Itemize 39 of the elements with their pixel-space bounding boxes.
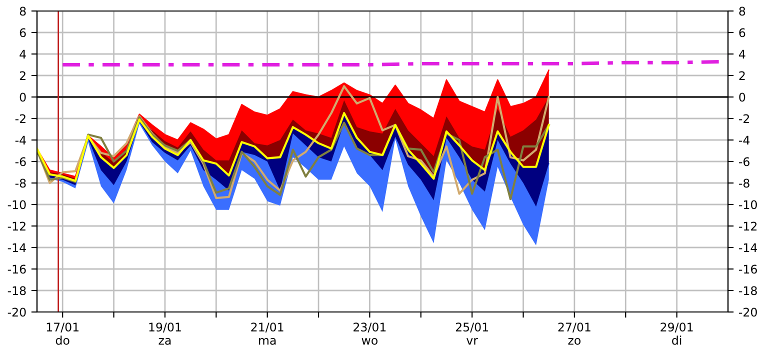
y2-tick-label: -2 [738,114,750,123]
x-tick-label: 27/01 zo [558,322,590,345]
y2-tick-label: 4 [738,50,746,58]
y-tick-label: -2 [15,114,26,123]
y2-tick-label: -8 [738,178,750,188]
y-tick-label: -18 [8,286,26,296]
y-tick-label: 8 [20,6,26,16]
y-tick-label: -6 [15,157,26,166]
y-tick-label: -14 [8,243,26,252]
y-tick-label: 2 [20,71,26,80]
y-tick-label: 4 [20,50,26,58]
y2-tick-label: 0 [739,92,746,102]
y2-tick-label: -4 [738,136,750,144]
y-tick-label: -4 [15,136,26,144]
x-tick-label: 17/01 do [46,322,79,345]
x-tick-label: 19/01 za [149,322,181,345]
y2-tick-label: -12 [738,222,757,230]
line-series [37,112,550,182]
y-tick-label: 6 [20,28,26,38]
y2-tick-label: -16 [738,264,757,274]
y2-tick-label: 8 [739,6,746,16]
y-tick-label: 0 [20,92,26,102]
x-tick-label: 23/01 wo [354,322,386,345]
x-tick-label: 25/01 vr [456,322,488,345]
y-tick-label: -16 [8,264,26,274]
y2-tick-label: -14 [738,243,758,252]
y2-tick-label: -10 [738,200,757,210]
y-tick-label: -12 [8,222,26,230]
y2-tick-label: 6 [739,28,746,38]
y2-tick-label: 2 [739,71,745,80]
line-series [37,85,550,200]
y-tick-label: -10 [8,200,26,210]
y2-tick-label: -20 [738,308,757,317]
y2-tick-label: -6 [738,157,750,166]
x-tick-label: 29/01 di [660,322,693,345]
y2-tick-label: -18 [738,286,757,296]
y-tick-label: -8 [15,178,26,188]
y-tick-label: -20 [8,308,26,317]
x-tick-label: 21/01 ma [251,322,284,345]
